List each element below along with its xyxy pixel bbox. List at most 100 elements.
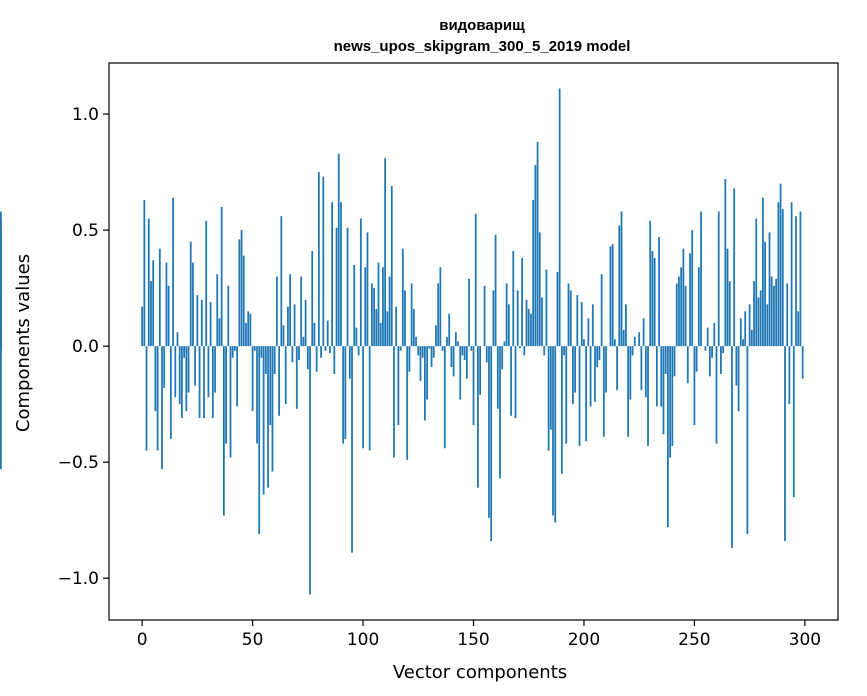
- y-tick-label: −0.5: [58, 453, 99, 473]
- bar: [311, 250, 314, 347]
- bar: [640, 346, 643, 391]
- bar: [229, 346, 232, 458]
- bar: [426, 346, 428, 400]
- bar: [154, 346, 157, 412]
- bar: [733, 188, 736, 347]
- bar: [470, 346, 473, 351]
- bar: [227, 285, 230, 347]
- bar: [262, 346, 265, 495]
- bar: [510, 346, 512, 416]
- bar: [697, 267, 700, 347]
- bar: [432, 346, 435, 358]
- bar: [768, 232, 771, 347]
- bar: [735, 346, 738, 386]
- bar: [260, 346, 263, 358]
- bar: [541, 297, 543, 347]
- bar: [724, 179, 727, 347]
- bar: [331, 202, 333, 347]
- bar: [357, 346, 360, 356]
- bar: [753, 281, 755, 347]
- bar: [549, 346, 552, 430]
- bar: [379, 322, 382, 347]
- bar: [298, 346, 300, 361]
- bar: [715, 346, 718, 444]
- bar: [711, 346, 713, 358]
- bar: [264, 346, 267, 374]
- bar: [322, 176, 325, 347]
- bar: [773, 285, 775, 347]
- bar: [236, 346, 239, 407]
- bar: [238, 239, 241, 347]
- bar: [799, 211, 802, 347]
- bar: [602, 346, 605, 437]
- bar: [691, 230, 694, 347]
- bar: [658, 237, 660, 347]
- bar: [485, 346, 488, 363]
- bar: [320, 346, 322, 358]
- bar: [454, 332, 457, 347]
- bar: [514, 346, 517, 419]
- bar: [167, 285, 170, 347]
- bar: [390, 186, 393, 347]
- bar: [174, 346, 177, 398]
- bar: [194, 346, 197, 386]
- bar: [172, 197, 174, 347]
- bar: [234, 346, 236, 351]
- bar: [169, 346, 172, 439]
- bar: [256, 346, 258, 444]
- bar: [616, 346, 618, 391]
- x-tick-label: 300: [789, 630, 821, 650]
- bar: [353, 264, 356, 347]
- bar: [463, 346, 466, 361]
- bar: [282, 325, 285, 347]
- y-tick-label: −1.0: [58, 569, 99, 589]
- bar: [214, 346, 216, 393]
- bar: [591, 304, 594, 347]
- bar: [750, 329, 753, 347]
- bar: [291, 346, 294, 363]
- bar: [609, 246, 612, 347]
- plot-frame: [108, 62, 839, 621]
- bar: [428, 346, 431, 349]
- bar: [395, 306, 398, 347]
- bar: [766, 304, 769, 347]
- bar: [655, 346, 658, 407]
- bar: [457, 341, 459, 347]
- bar: [220, 206, 223, 347]
- bar: [315, 346, 318, 372]
- bar: [156, 346, 159, 451]
- bar: [371, 283, 373, 347]
- bar: [368, 346, 371, 451]
- bar: [218, 318, 221, 347]
- bar: [163, 346, 166, 388]
- bar: [269, 346, 272, 426]
- bar: [165, 262, 168, 347]
- y-tick-label: 0.5: [72, 221, 99, 241]
- bar: [501, 346, 504, 370]
- bar: [667, 346, 669, 528]
- bar: [629, 346, 632, 400]
- bar: [757, 297, 760, 347]
- bar: [200, 299, 203, 347]
- bar: [644, 346, 647, 398]
- bar: [399, 346, 402, 351]
- bar: [649, 220, 652, 347]
- bar: [764, 241, 766, 347]
- bar: [647, 346, 649, 446]
- bar: [0, 346, 2, 470]
- bar: [249, 313, 252, 347]
- bar: [346, 227, 349, 347]
- bar: [583, 339, 585, 347]
- bar: [779, 183, 782, 347]
- bar: [247, 311, 250, 347]
- bar: [430, 346, 433, 368]
- bar: [530, 313, 532, 347]
- bar: [560, 346, 563, 474]
- bar: [300, 276, 303, 347]
- bar: [660, 346, 663, 407]
- bar: [775, 278, 778, 347]
- bar: [578, 346, 581, 446]
- bar: [744, 311, 747, 347]
- bar: [198, 346, 201, 419]
- x-axis-ticks: 0 50 100 150 200 250 300: [137, 620, 821, 650]
